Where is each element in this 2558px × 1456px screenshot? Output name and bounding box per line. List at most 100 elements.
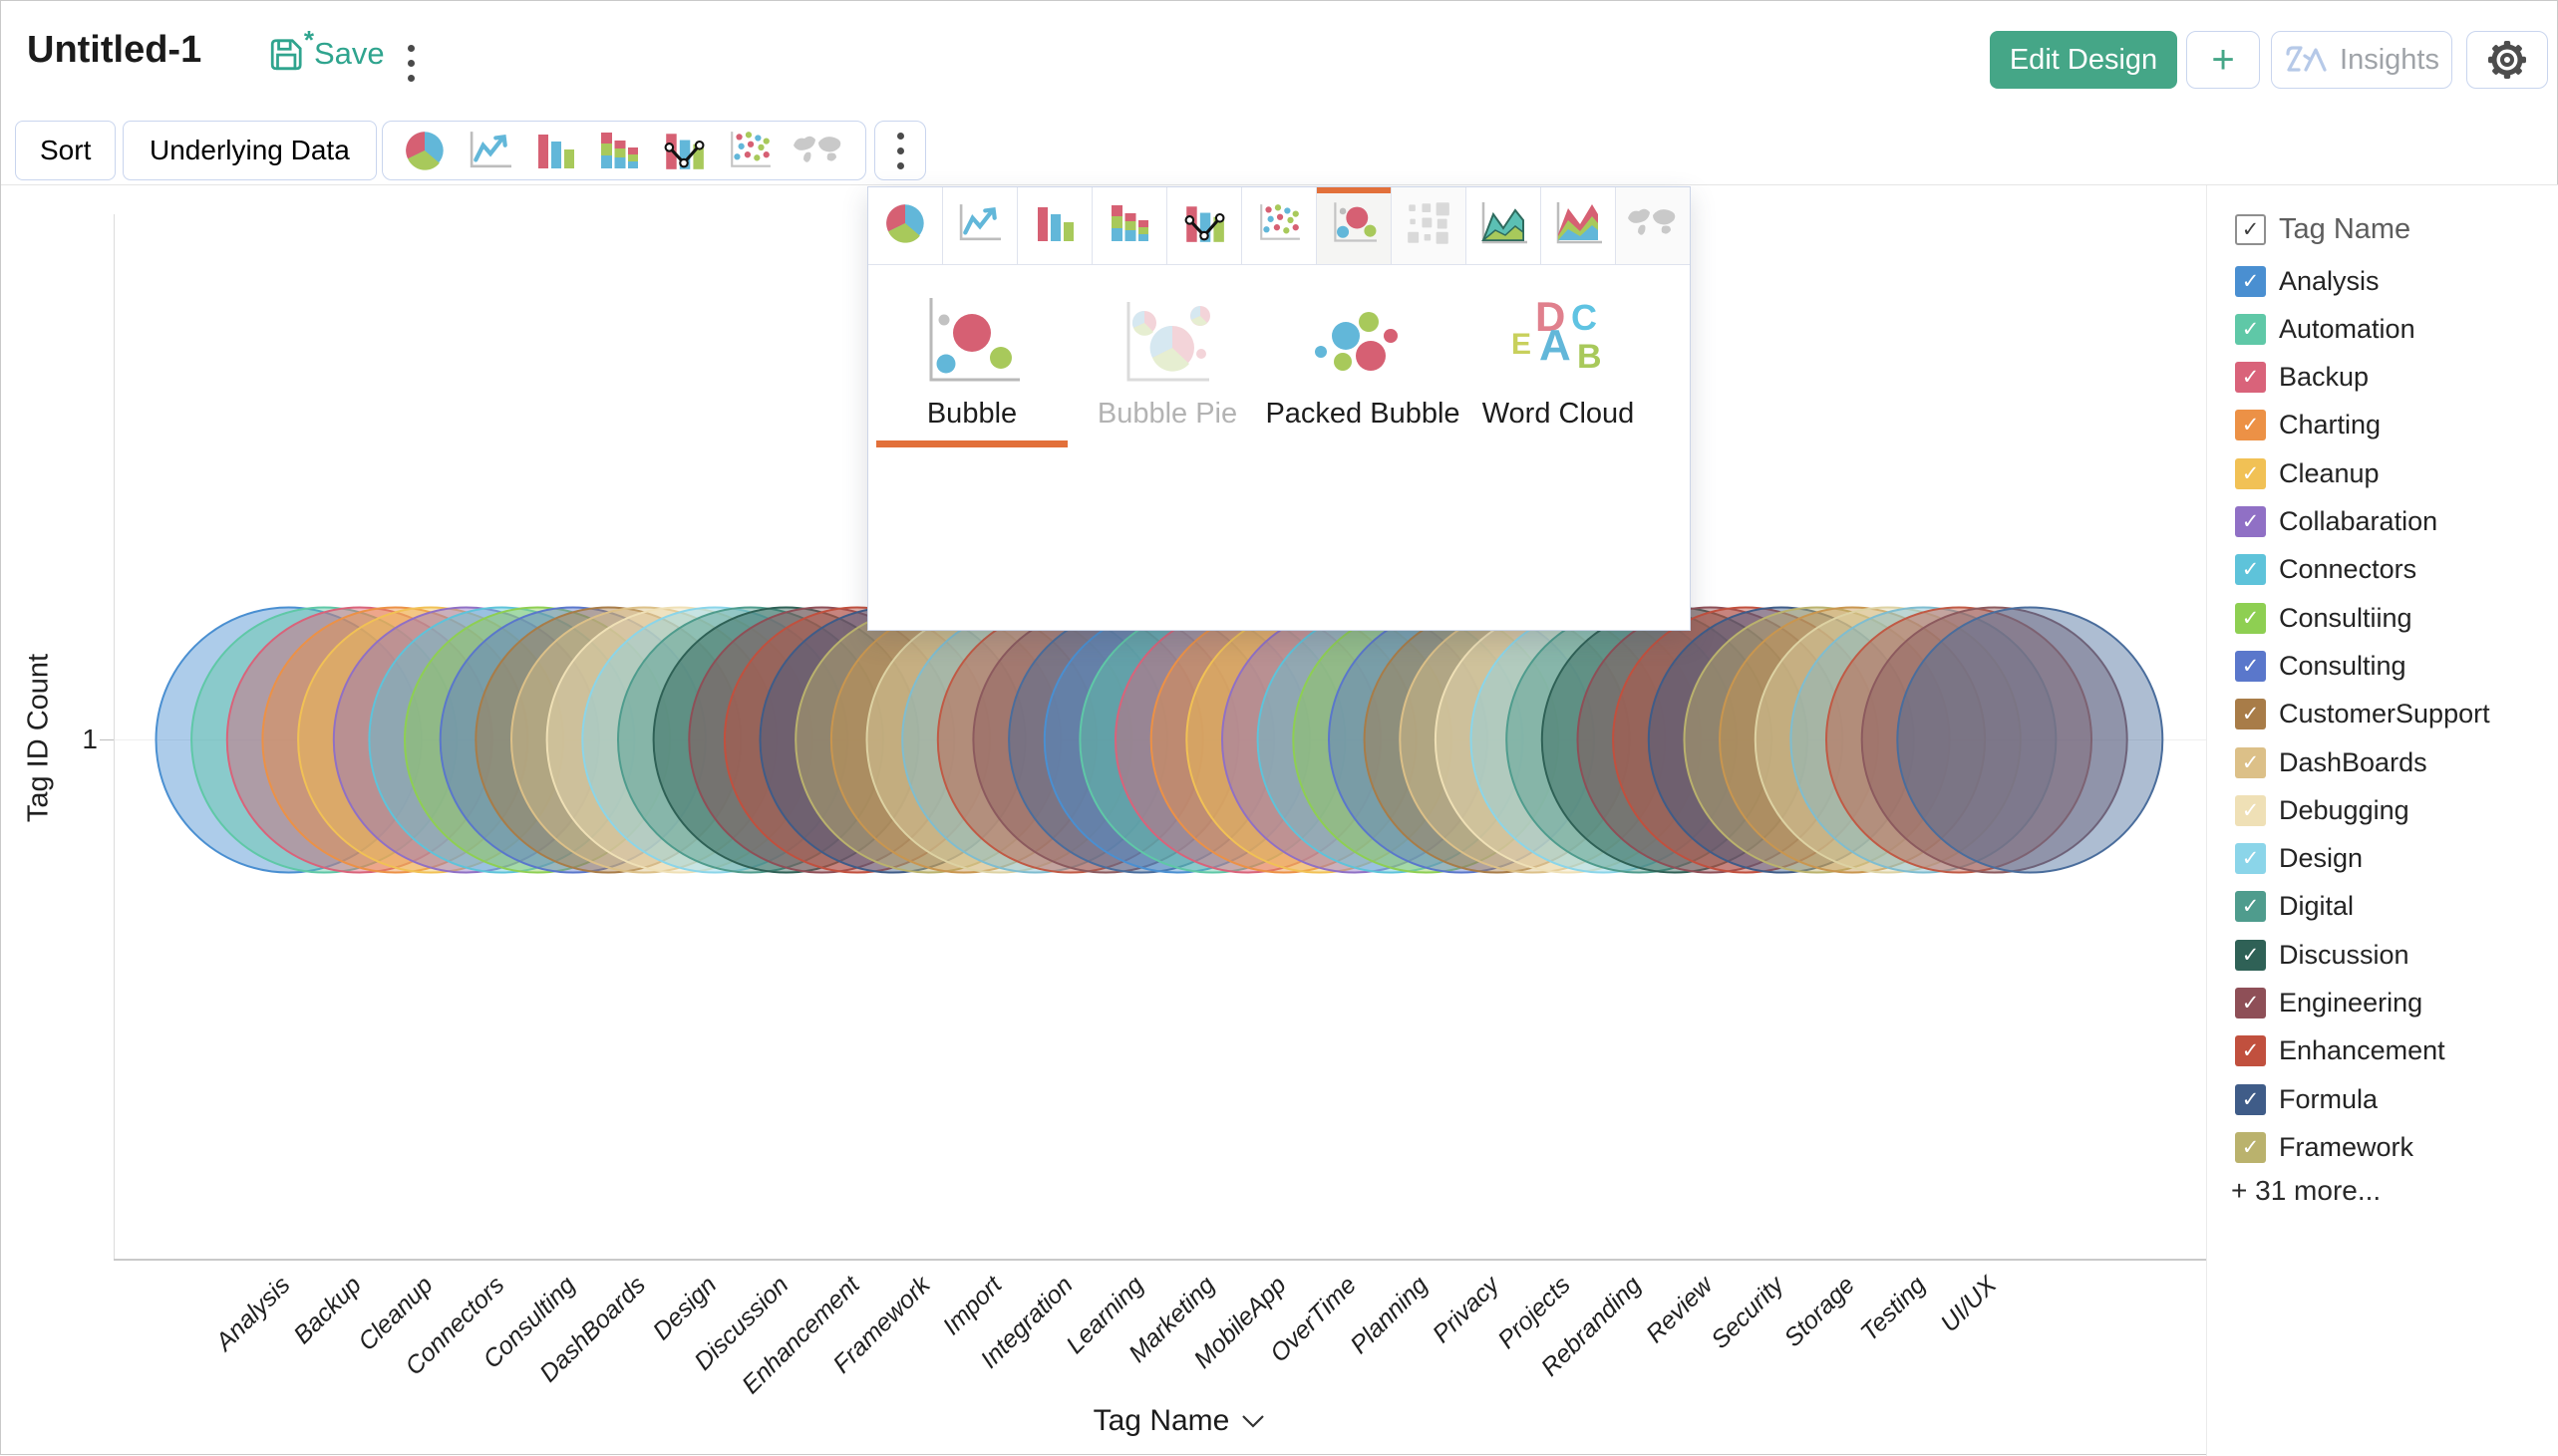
heatmap-chart-icon <box>1406 200 1451 251</box>
combo-chart-tab[interactable] <box>1167 187 1242 264</box>
stacked-area-chart-icon <box>1552 200 1604 251</box>
legend-item-connectors[interactable]: ✓ Connectors <box>2235 554 2416 586</box>
x-axis-title-label: Tag Name <box>1093 1404 1230 1437</box>
legend-checkbox[interactable]: ✓ <box>2235 746 2266 778</box>
legend-checkbox[interactable]: ✓ <box>2235 410 2266 441</box>
legend-checkbox[interactable]: ✓ <box>2235 554 2266 586</box>
legend-item-label: Consulting <box>2279 650 2406 681</box>
pie-chart-icon[interactable] <box>403 127 447 174</box>
legend-checkbox[interactable]: ✓ <box>2235 457 2266 489</box>
chart-option-packed-bubble[interactable]: Packed Bubble <box>1265 292 1460 441</box>
header-kebab-menu-icon[interactable] <box>396 45 426 89</box>
add-button[interactable]: + <box>2186 31 2260 89</box>
legend-item-digital[interactable]: ✓ Digital <box>2235 891 2354 923</box>
x-axis-tick-label: Privacy <box>1427 1271 1505 1349</box>
pie-chart-tab[interactable] <box>868 187 943 264</box>
stacked-bar-chart-icon[interactable] <box>597 127 641 174</box>
legend-item-label: Cleanup <box>2279 457 2380 488</box>
stacked-area-chart-tab[interactable] <box>1541 187 1616 264</box>
y-axis-title: Tag ID Count <box>22 653 55 823</box>
chart-option-word-cloud[interactable]: D C E A B Word Cloud <box>1462 292 1654 441</box>
heatmap-chart-tab <box>1392 187 1466 264</box>
chart-option-label: Word Cloud <box>1481 398 1635 430</box>
insights-button[interactable]: Insights <box>2271 31 2452 89</box>
x-axis-line <box>114 1259 2207 1261</box>
legend-checkbox[interactable]: ✓ <box>2235 843 2266 875</box>
more-chart-types-button[interactable] <box>874 121 926 180</box>
x-axis-tick-label: Planning <box>1345 1271 1434 1359</box>
legend-checkbox[interactable]: ✓ <box>2235 794 2266 826</box>
legend-item-dashboards[interactable]: ✓ DashBoards <box>2235 746 2427 778</box>
line-chart-tab[interactable] <box>943 187 1018 264</box>
legend-item-consultiing[interactable]: ✓ Consultiing <box>2235 602 2412 634</box>
legend-checkbox[interactable]: ✓ <box>2235 265 2266 297</box>
legend-item-label: Engineering <box>2279 988 2423 1018</box>
legend-header-label: Tag Name <box>2279 212 2411 245</box>
bar-chart-tab[interactable] <box>1018 187 1093 264</box>
legend-checkbox[interactable]: ✓ <box>2235 602 2266 634</box>
settings-button[interactable] <box>2466 31 2548 89</box>
legend-header[interactable]: ✓ Tag Name <box>2235 213 2410 245</box>
bubble-chart-tab[interactable] <box>1317 187 1392 264</box>
chart-type-icon-group <box>382 121 866 180</box>
bar-chart-icon[interactable] <box>533 127 577 174</box>
legend-item-customersupport[interactable]: ✓ CustomerSupport <box>2235 699 2490 730</box>
legend-item-label: Enhancement <box>2279 1035 2445 1066</box>
legend-checkbox[interactable]: ✓ <box>2235 362 2266 394</box>
map-chart-icon <box>792 127 845 174</box>
legend-item-design[interactable]: ✓ Design <box>2235 843 2363 875</box>
stacked-bar-chart-tab[interactable] <box>1093 187 1167 264</box>
legend-panel: ✓ Tag Name ✓ Analysis ✓ Automation ✓ Backup ✓ C… <box>2206 185 2558 1456</box>
legend-item-engineering[interactable]: ✓ Engineering <box>2235 988 2422 1019</box>
gridline <box>115 739 2206 740</box>
chart-option-bubble[interactable]: Bubble <box>876 292 1068 447</box>
legend-checkbox[interactable]: ✓ <box>2235 1131 2266 1163</box>
legend-checkbox[interactable]: ✓ <box>2235 1035 2266 1067</box>
line-chart-icon <box>956 202 1004 249</box>
legend-item-framework[interactable]: ✓ Framework <box>2235 1131 2413 1163</box>
legend-item-label: Design <box>2279 843 2364 874</box>
legend-item-discussion[interactable]: ✓ Discussion <box>2235 939 2409 971</box>
legend-checkbox[interactable]: ✓ <box>2235 988 2266 1019</box>
y-axis-line <box>114 214 115 1259</box>
chart-option-label: Bubble Pie <box>1097 398 1238 430</box>
area-chart-icon <box>1477 200 1529 251</box>
scatter-chart-icon[interactable] <box>727 127 773 174</box>
legend-item-debugging[interactable]: ✓ Debugging <box>2235 794 2409 826</box>
legend-item-backup[interactable]: ✓ Backup <box>2235 362 2369 394</box>
legend-checkbox[interactable]: ✓ <box>2235 313 2266 345</box>
gear-icon <box>2485 38 2529 82</box>
legend-header-checkbox[interactable]: ✓ <box>2235 213 2266 245</box>
edit-design-button[interactable]: Edit Design <box>1990 31 2177 89</box>
save-icon: * <box>268 25 314 73</box>
legend-checkbox[interactable]: ✓ <box>2235 650 2266 682</box>
sort-button[interactable]: Sort <box>15 121 117 180</box>
legend-item-automation[interactable]: ✓ Automation <box>2235 313 2415 345</box>
bubble-pie-option-icon <box>1118 292 1217 388</box>
scatter-chart-tab[interactable] <box>1242 187 1317 264</box>
legend-item-analysis[interactable]: ✓ Analysis <box>2235 265 2380 297</box>
x-axis-title[interactable]: Tag Name <box>1030 1404 1329 1438</box>
legend-more-link[interactable]: + 31 more... <box>2231 1175 2382 1206</box>
legend-item-label: Collabaration <box>2279 506 2438 536</box>
legend-item-label: Charting <box>2279 410 2382 440</box>
legend-item-cleanup[interactable]: ✓ Cleanup <box>2235 457 2380 489</box>
legend-item-label: Formula <box>2279 1083 2379 1114</box>
legend-item-collabaration[interactable]: ✓ Collabaration <box>2235 506 2437 538</box>
legend-item-label: CustomerSupport <box>2279 699 2490 729</box>
underlying-data-button[interactable]: Underlying Data <box>123 121 377 180</box>
save-button[interactable]: * Save <box>268 25 385 73</box>
legend-checkbox[interactable]: ✓ <box>2235 891 2266 923</box>
legend-item-consulting[interactable]: ✓ Consulting <box>2235 650 2406 682</box>
legend-checkbox[interactable]: ✓ <box>2235 1083 2266 1115</box>
area-chart-tab[interactable] <box>1466 187 1541 264</box>
legend-checkbox[interactable]: ✓ <box>2235 939 2266 971</box>
legend-checkbox[interactable]: ✓ <box>2235 506 2266 537</box>
bubble-option-icon <box>922 292 1022 388</box>
legend-checkbox[interactable]: ✓ <box>2235 699 2266 730</box>
line-chart-icon[interactable] <box>467 127 514 174</box>
legend-item-enhancement[interactable]: ✓ Enhancement <box>2235 1035 2445 1067</box>
combo-chart-icon[interactable] <box>661 127 707 174</box>
legend-item-formula[interactable]: ✓ Formula <box>2235 1083 2378 1115</box>
legend-item-charting[interactable]: ✓ Charting <box>2235 410 2381 441</box>
